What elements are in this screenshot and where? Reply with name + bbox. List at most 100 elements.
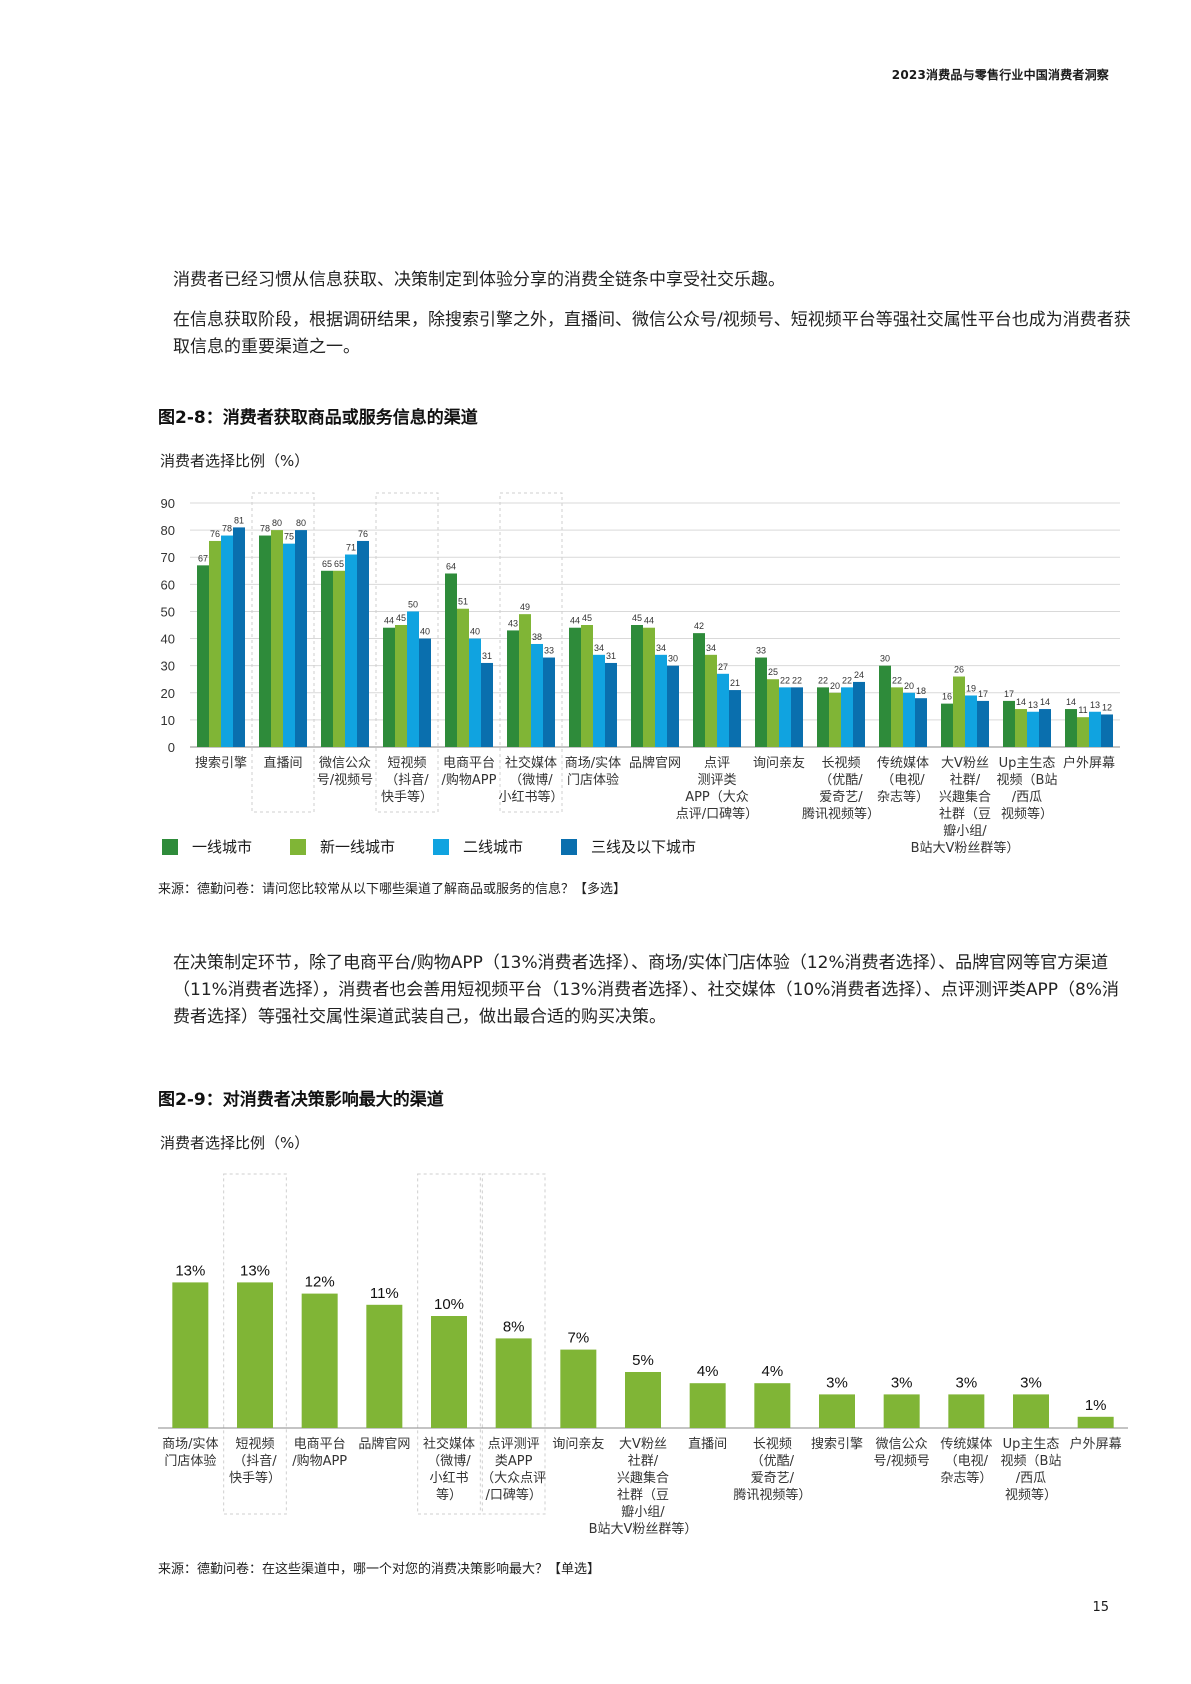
data-label: 40 <box>470 627 480 637</box>
bar <box>383 627 395 747</box>
data-label: 10% <box>434 1296 464 1313</box>
x-tick-label: （微博/ <box>427 1454 471 1469</box>
bar <box>237 1282 273 1428</box>
x-tick-label: /购物APP <box>442 772 497 788</box>
bar <box>581 625 593 747</box>
data-label: 19 <box>966 683 976 693</box>
data-label: 13% <box>175 1262 205 1279</box>
bar <box>948 1394 985 1428</box>
highlight-box <box>417 1173 481 1515</box>
y-tick-label: 20 <box>161 686 175 701</box>
x-tick-label: 询问亲友 <box>753 755 805 771</box>
data-label: 45 <box>632 613 642 623</box>
x-tick-label: （电视/ <box>945 1454 989 1469</box>
x-tick-label: （大众点评 <box>481 1471 546 1486</box>
data-label: 4% <box>697 1363 719 1380</box>
data-label: 76 <box>210 529 220 539</box>
bar <box>295 530 307 747</box>
data-label: 3% <box>826 1374 848 1391</box>
bar <box>953 676 965 747</box>
bar <box>259 535 271 747</box>
data-label: 49 <box>520 602 530 612</box>
bar <box>301 1293 338 1428</box>
data-label: 3% <box>955 1374 977 1391</box>
data-label: 14 <box>1016 697 1026 707</box>
bar <box>197 565 209 747</box>
data-label: 22 <box>892 675 902 685</box>
x-tick-label: （电视/ <box>881 773 925 788</box>
x-tick-label: 爱奇艺/ <box>751 1470 795 1486</box>
bar <box>1039 709 1051 747</box>
data-label: 1% <box>1085 1397 1107 1414</box>
x-tick-label: 号/视频号 <box>317 773 373 788</box>
data-label: 80 <box>296 518 306 528</box>
bar <box>221 535 233 747</box>
bar <box>767 679 779 747</box>
x-tick-label: 瓣小组/ <box>943 824 987 839</box>
bar <box>431 1316 467 1428</box>
x-tick-label: 视频（B站 <box>1001 1454 1062 1469</box>
bar <box>283 543 295 747</box>
page-number: 15 <box>1092 1600 1109 1615</box>
x-tick-label: 视频（B站 <box>997 773 1058 788</box>
paragraph-3: 在决策制定环节，除了电商平台/购物APP（13%消费者选择）、商场/实体门店体验… <box>173 953 1119 1027</box>
data-label: 34 <box>656 643 666 653</box>
report-header: 2023消费品与零售行业中国消费者洞察 <box>891 68 1109 82</box>
x-tick-label: 视频等） <box>1001 806 1053 822</box>
x-tick-label: （抖音/ <box>233 1453 277 1469</box>
y-tick-label: 40 <box>161 632 175 647</box>
x-tick-label: 瓣小组/ <box>621 1505 665 1520</box>
x-tick-label: 商场/实体 <box>162 1437 218 1452</box>
x-tick-label: 传统媒体 <box>940 1437 992 1452</box>
legend-item-tier2: 二线城市 <box>433 836 523 857</box>
bar <box>625 1372 661 1428</box>
y-tick-label: 10 <box>161 713 175 728</box>
x-tick-label: 号/视频号 <box>873 1454 929 1469</box>
legend-item-tier3: 三线及以下城市 <box>561 836 696 857</box>
bar <box>667 665 679 747</box>
x-tick-label: APP（大众 <box>685 790 749 805</box>
bar <box>531 643 543 747</box>
bar <box>1065 709 1077 747</box>
paragraph-1: 消费者已经习惯从信息获取、决策制定到体验分享的消费全链条中享受社交乐趣。 <box>173 270 785 290</box>
bar <box>321 570 333 747</box>
data-label: 14 <box>1066 697 1076 707</box>
bar <box>1101 714 1113 747</box>
data-label: 3% <box>891 1374 913 1391</box>
x-tick-label: 小红书 <box>429 1470 468 1486</box>
x-tick-label: 长视频 <box>753 1437 792 1452</box>
data-label: 33 <box>544 646 554 656</box>
x-tick-label: 微信公众 <box>319 756 371 771</box>
x-tick-label: 短视频 <box>235 1437 274 1452</box>
data-label: 27 <box>718 662 728 672</box>
data-label: 43 <box>508 618 518 628</box>
data-label: 78 <box>260 524 270 534</box>
data-label: 20 <box>830 681 840 691</box>
data-label: 40 <box>420 627 430 637</box>
bar <box>755 657 767 747</box>
data-label: 65 <box>334 559 344 569</box>
x-tick-label: 直播间 <box>688 1437 727 1452</box>
x-tick-label: （抖音/ <box>385 772 429 788</box>
bar <box>1077 1416 1114 1428</box>
x-tick-label: 类APP <box>495 1454 533 1469</box>
data-label: 67 <box>198 553 208 563</box>
x-tick-label: 品牌官网 <box>629 755 681 771</box>
bar <box>481 662 493 747</box>
x-tick-label: Up主生态 <box>1003 1437 1060 1452</box>
data-label: 38 <box>532 632 542 642</box>
bar <box>879 665 891 747</box>
data-label: 8% <box>503 1318 525 1335</box>
data-label: 76 <box>358 529 368 539</box>
data-label: 3% <box>1020 1374 1042 1391</box>
bar <box>445 573 457 747</box>
bar <box>1027 711 1039 747</box>
data-label: 30 <box>668 654 678 664</box>
data-label: 13% <box>240 1262 270 1279</box>
data-label: 78 <box>222 524 232 534</box>
bar <box>407 611 419 747</box>
x-tick-label: 电商平台 <box>294 1437 346 1452</box>
bar <box>853 681 865 747</box>
x-tick-label: 快手等） <box>229 1470 281 1486</box>
